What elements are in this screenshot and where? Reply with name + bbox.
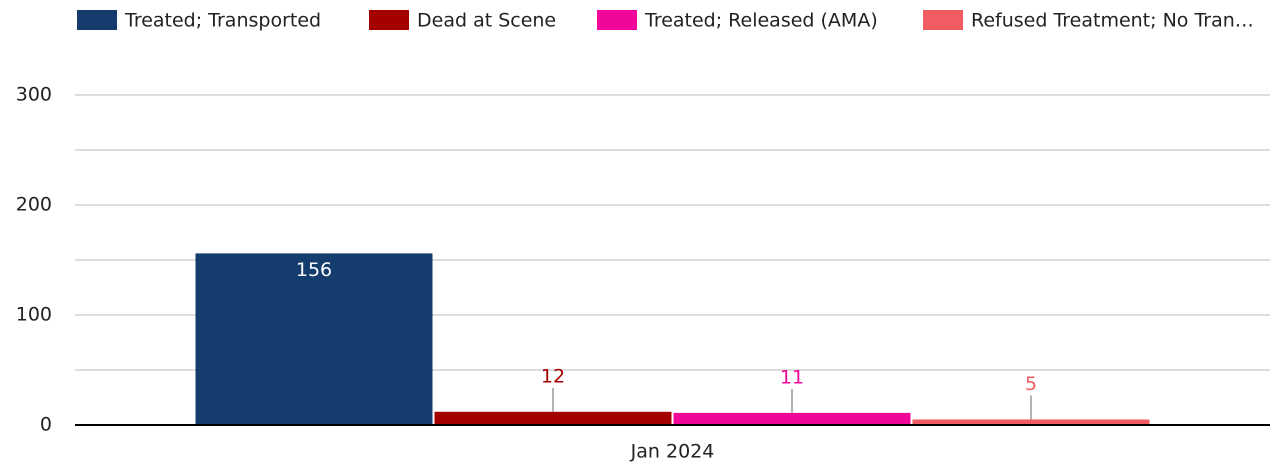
legend-label: Treated; Transported xyxy=(124,10,321,32)
legend-swatch xyxy=(369,10,409,30)
bar xyxy=(434,411,672,425)
legend-label: Dead at Scene xyxy=(417,10,556,32)
legend-swatch xyxy=(77,10,117,30)
legend-label: Refused Treatment; No Tran… xyxy=(971,10,1254,32)
legend-swatch xyxy=(597,10,637,30)
bar xyxy=(673,412,911,425)
data-label: 5 xyxy=(1025,373,1037,395)
data-label: 156 xyxy=(296,259,332,281)
data-label: 12 xyxy=(541,365,565,387)
legend-label: Treated; Released (AMA) xyxy=(644,10,878,32)
y-tick-label: 200 xyxy=(16,194,52,216)
x-tick-label: Jan 2024 xyxy=(630,441,715,463)
y-tick-label: 300 xyxy=(16,84,52,106)
bar xyxy=(195,253,433,425)
data-label: 11 xyxy=(780,366,804,388)
y-tick-label: 0 xyxy=(40,414,52,436)
bar xyxy=(912,419,1150,425)
y-tick-label: 100 xyxy=(16,304,52,326)
legend-swatch xyxy=(923,10,963,30)
